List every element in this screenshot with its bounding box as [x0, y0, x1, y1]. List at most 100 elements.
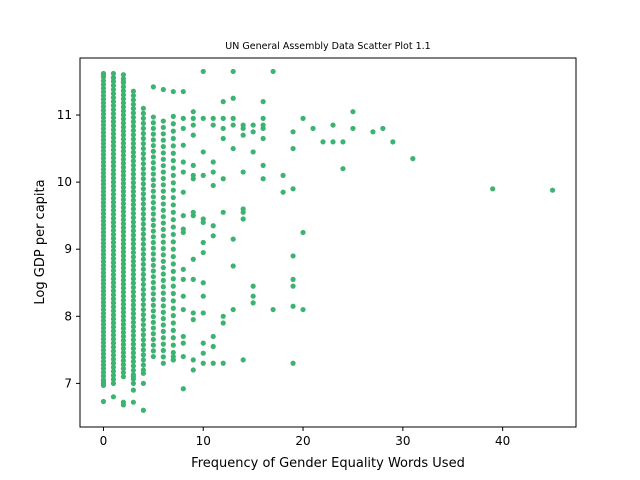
data-point — [130, 311, 136, 317]
data-point — [190, 162, 196, 168]
data-point — [100, 366, 107, 372]
data-point — [160, 150, 166, 156]
x-tick-label: 40 — [495, 434, 510, 448]
data-point — [140, 286, 146, 293]
data-point — [120, 237, 127, 243]
data-point — [110, 167, 117, 173]
data-point — [100, 129, 107, 136]
data-point — [140, 105, 146, 111]
data-point — [110, 304, 117, 310]
data-point — [290, 129, 296, 135]
data-point — [170, 172, 176, 179]
data-point — [490, 186, 496, 192]
data-point — [120, 329, 127, 335]
data-point — [120, 168, 127, 174]
data-point — [170, 135, 176, 142]
data-point — [170, 217, 176, 223]
data-point — [120, 96, 127, 102]
data-point — [130, 136, 136, 142]
data-point — [130, 175, 136, 182]
data-point — [100, 111, 107, 117]
data-point — [160, 252, 166, 258]
data-point — [120, 136, 127, 142]
data-point — [100, 281, 107, 287]
data-point — [170, 224, 176, 230]
data-point — [140, 370, 146, 376]
data-point — [110, 328, 117, 334]
data-point — [110, 139, 117, 145]
data-point — [200, 149, 206, 155]
data-point — [100, 137, 107, 143]
data-point — [110, 171, 117, 177]
data-point — [180, 386, 186, 392]
data-point — [150, 228, 156, 234]
data-point — [170, 305, 176, 311]
data-point — [120, 366, 127, 372]
data-point — [110, 86, 117, 93]
data-point — [170, 283, 176, 289]
data-point — [150, 348, 156, 354]
data-point — [140, 216, 146, 222]
data-point — [160, 271, 166, 277]
data-point — [140, 161, 146, 167]
data-point — [170, 158, 176, 164]
data-point — [130, 345, 136, 352]
data-point — [170, 320, 176, 326]
data-point — [150, 331, 156, 337]
data-point — [100, 170, 107, 176]
data-point — [170, 150, 176, 156]
data-point — [120, 148, 127, 154]
data-point — [180, 276, 186, 282]
data-point — [350, 125, 356, 132]
data-point — [110, 70, 117, 77]
data-point — [110, 308, 117, 314]
data-point — [100, 236, 107, 243]
data-point — [160, 163, 166, 169]
data-point — [140, 352, 146, 358]
data-point — [160, 194, 166, 201]
data-point — [120, 192, 127, 199]
data-point — [290, 276, 296, 282]
data-point — [410, 156, 416, 162]
data-point — [110, 107, 117, 113]
data-point — [140, 327, 146, 333]
data-point — [180, 159, 186, 165]
data-point — [100, 144, 107, 150]
data-point — [150, 245, 156, 251]
data-point — [100, 148, 107, 154]
data-point — [210, 233, 216, 239]
data-point — [170, 268, 176, 274]
data-point — [110, 94, 117, 101]
data-point — [130, 132, 136, 138]
data-point — [150, 205, 156, 211]
data-point — [190, 310, 196, 316]
data-point — [270, 68, 276, 75]
data-point — [130, 271, 136, 277]
data-point — [120, 285, 127, 291]
data-point — [220, 320, 226, 326]
data-point — [110, 332, 117, 338]
data-point — [150, 148, 156, 154]
data-point — [170, 113, 176, 119]
data-point — [100, 295, 107, 302]
data-point — [120, 353, 127, 360]
data-point — [120, 184, 127, 191]
data-point — [250, 129, 256, 135]
data-point — [100, 100, 107, 106]
data-point — [120, 297, 127, 303]
data-point — [130, 324, 136, 330]
data-point — [150, 274, 156, 280]
data-point — [150, 199, 156, 206]
data-point — [110, 175, 117, 181]
data-point — [140, 256, 146, 262]
data-point — [110, 324, 117, 330]
data-point — [160, 290, 166, 296]
data-point — [140, 342, 146, 348]
data-point — [100, 284, 107, 291]
data-point — [100, 203, 107, 209]
data-point — [160, 118, 166, 124]
data-point — [190, 172, 196, 179]
data-point — [140, 130, 146, 137]
data-point — [120, 301, 127, 307]
data-point — [110, 268, 117, 274]
